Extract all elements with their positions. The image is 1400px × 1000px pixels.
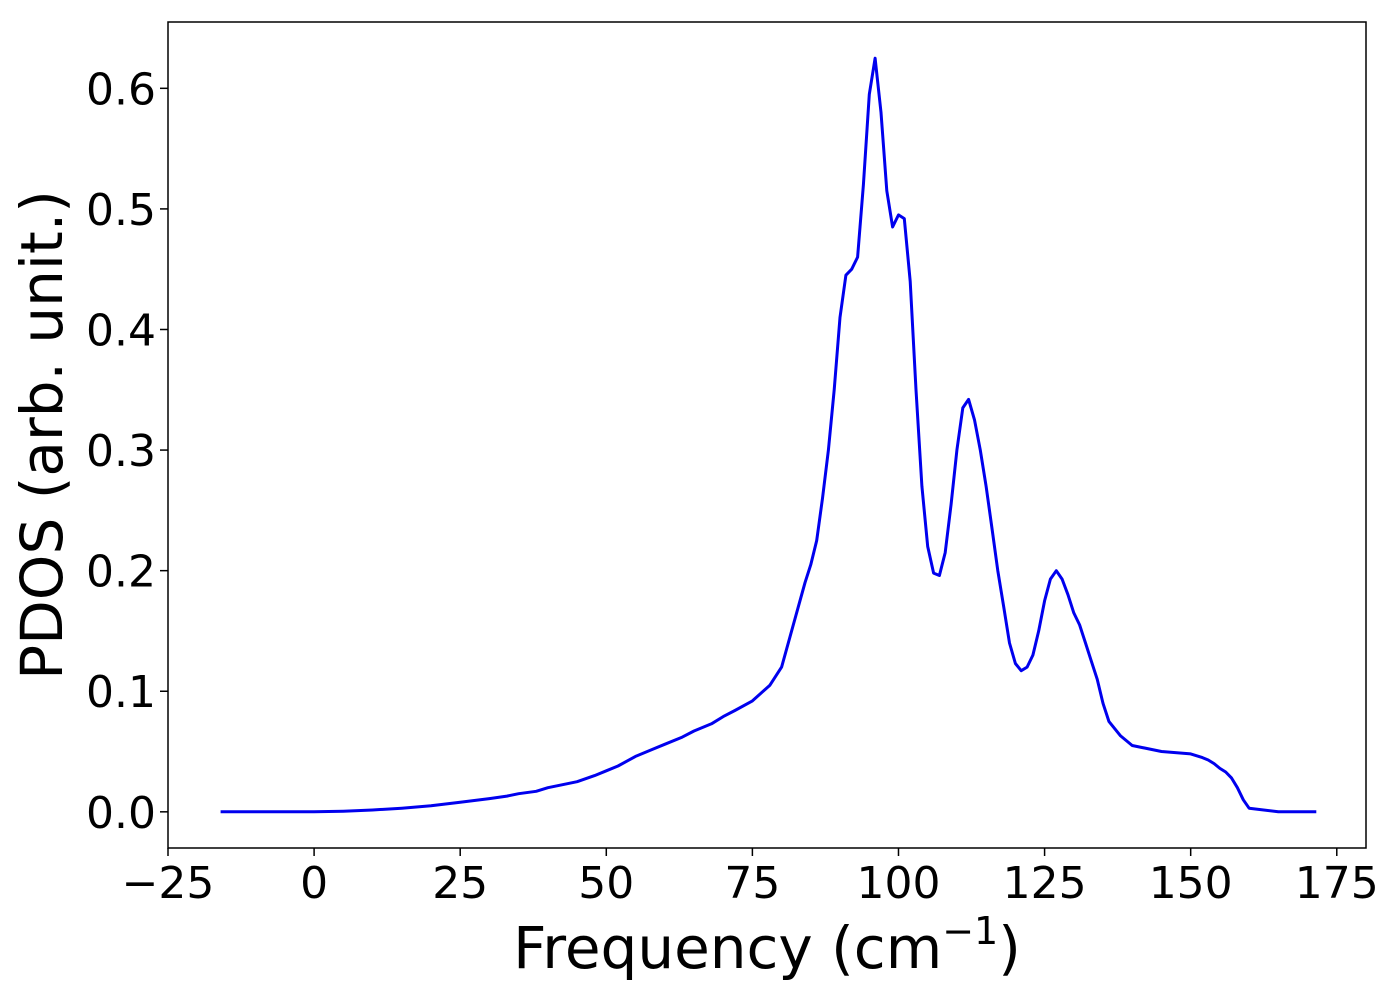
y-axis: 0.0 0.1 0.2 0.3 0.4 0.5 0.6 <box>86 64 168 839</box>
x-tick-label: 25 <box>432 858 488 909</box>
x-axis-label: Frequency (cm−1) <box>513 909 1021 982</box>
x-tick-label: 0 <box>300 858 328 909</box>
y-tick-label: 0.2 <box>86 547 156 598</box>
x-tick-label: 150 <box>1149 858 1233 909</box>
y-tick-label: 0.1 <box>86 667 156 718</box>
x-tick-label: 50 <box>578 858 634 909</box>
x-tick-label: 125 <box>1003 858 1087 909</box>
y-tick-label: 0.0 <box>86 788 156 839</box>
x-tick-label: 100 <box>856 858 940 909</box>
y-tick-label: 0.4 <box>86 305 156 356</box>
x-tick-label: 175 <box>1295 858 1379 909</box>
plot-area-frame <box>167 21 1367 849</box>
x-tick-label: 75 <box>724 858 780 909</box>
y-tick-label: 0.6 <box>86 64 156 115</box>
x-axis: −25 0 25 50 75 100 125 150 175 <box>122 848 1379 909</box>
y-tick-label: 0.5 <box>86 185 156 236</box>
pdos-series-line <box>220 56 1317 814</box>
y-axis-label: PDOS (arb. unit.) <box>8 190 76 680</box>
x-tick-label: −25 <box>122 858 215 909</box>
y-tick-label: 0.3 <box>86 426 156 477</box>
